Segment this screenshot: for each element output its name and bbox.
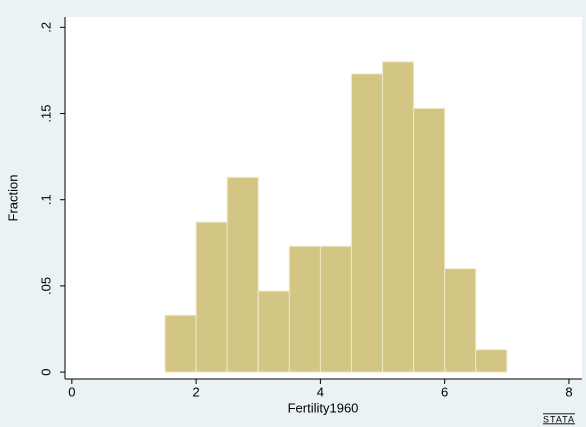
y-axis-label: Fraction bbox=[5, 175, 20, 222]
x-tick-label: 4 bbox=[317, 384, 324, 399]
x-tick-label: 8 bbox=[565, 384, 572, 399]
y-tick-label: .05 bbox=[38, 277, 53, 295]
bar bbox=[195, 221, 228, 373]
y-tick-label: .15 bbox=[38, 104, 53, 122]
bar bbox=[350, 73, 384, 373]
logo: STATA bbox=[543, 414, 575, 424]
bar bbox=[226, 176, 259, 373]
bar bbox=[288, 245, 321, 373]
x-tick-label: 2 bbox=[192, 384, 199, 399]
x-axis-label: Fertility1960 bbox=[288, 400, 359, 415]
bar bbox=[257, 290, 290, 373]
bar bbox=[319, 245, 352, 373]
y-tick-label: 0 bbox=[38, 368, 53, 375]
bar bbox=[444, 268, 477, 373]
y-tick-label: .2 bbox=[38, 22, 53, 33]
x-tick-label: 6 bbox=[441, 384, 448, 399]
bar bbox=[413, 107, 446, 373]
bar bbox=[164, 314, 197, 373]
bar bbox=[382, 61, 415, 373]
y-tick-label: .1 bbox=[38, 194, 53, 205]
x-tick-label: 0 bbox=[68, 384, 75, 399]
bar bbox=[475, 349, 508, 373]
